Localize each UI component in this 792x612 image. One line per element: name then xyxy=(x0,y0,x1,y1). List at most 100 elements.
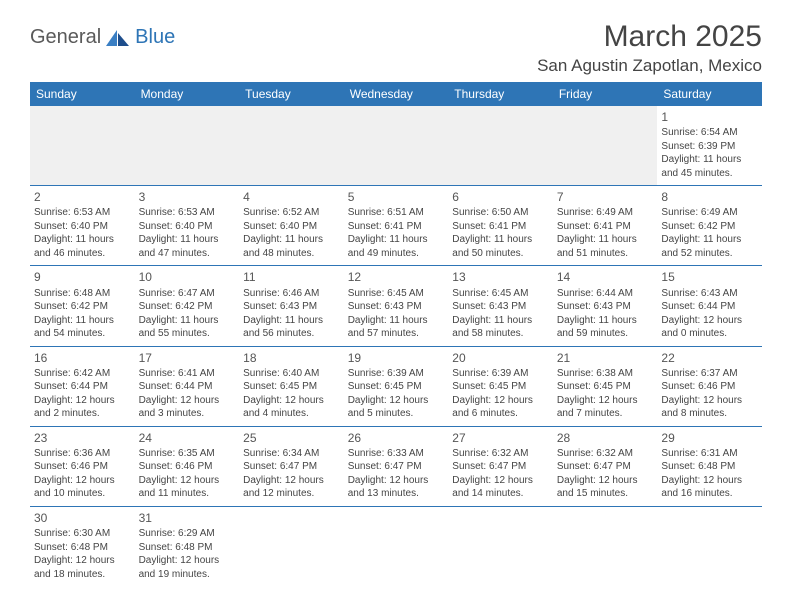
sunrise-text: Sunrise: 6:44 AM xyxy=(557,287,654,301)
day-header: Sunday xyxy=(30,82,135,106)
sunrise-text: Sunrise: 6:36 AM xyxy=(34,447,131,461)
sunset-text: Sunset: 6:45 PM xyxy=(348,380,445,394)
sunset-text: Sunset: 6:42 PM xyxy=(139,300,236,314)
logo-text-general: General xyxy=(30,26,101,49)
sunset-text: Sunset: 6:41 PM xyxy=(348,220,445,234)
day-number: 26 xyxy=(348,430,445,446)
sunrise-text: Sunrise: 6:40 AM xyxy=(243,367,340,381)
sunrise-text: Sunrise: 6:42 AM xyxy=(34,367,131,381)
sunrise-text: Sunrise: 6:30 AM xyxy=(34,527,131,541)
calendar-blank xyxy=(448,106,553,186)
sunrise-text: Sunrise: 6:34 AM xyxy=(243,447,340,461)
day-number: 9 xyxy=(34,269,131,285)
sunset-text: Sunset: 6:43 PM xyxy=(348,300,445,314)
day-number: 19 xyxy=(348,350,445,366)
calendar-day: 9Sunrise: 6:48 AMSunset: 6:42 PMDaylight… xyxy=(30,266,135,346)
calendar-blank xyxy=(239,106,344,186)
daylight-text: Daylight: 12 hours and 3 minutes. xyxy=(139,394,236,421)
sunset-text: Sunset: 6:47 PM xyxy=(348,460,445,474)
calendar-day: 25Sunrise: 6:34 AMSunset: 6:47 PMDayligh… xyxy=(239,427,344,507)
sunrise-text: Sunrise: 6:53 AM xyxy=(139,206,236,220)
daylight-text: Daylight: 12 hours and 18 minutes. xyxy=(34,554,131,581)
sunset-text: Sunset: 6:42 PM xyxy=(34,300,131,314)
sunset-text: Sunset: 6:46 PM xyxy=(34,460,131,474)
daylight-text: Daylight: 12 hours and 16 minutes. xyxy=(661,474,758,501)
calendar-day: 19Sunrise: 6:39 AMSunset: 6:45 PMDayligh… xyxy=(344,347,449,427)
calendar-day: 23Sunrise: 6:36 AMSunset: 6:46 PMDayligh… xyxy=(30,427,135,507)
calendar-day: 11Sunrise: 6:46 AMSunset: 6:43 PMDayligh… xyxy=(239,266,344,346)
calendar-day: 30Sunrise: 6:30 AMSunset: 6:48 PMDayligh… xyxy=(30,507,135,586)
calendar-blank xyxy=(239,507,344,586)
calendar-blank xyxy=(344,106,449,186)
calendar-grid: SundayMondayTuesdayWednesdayThursdayFrid… xyxy=(30,82,762,586)
day-header: Friday xyxy=(553,82,658,106)
sunset-text: Sunset: 6:45 PM xyxy=(557,380,654,394)
calendar-day: 6Sunrise: 6:50 AMSunset: 6:41 PMDaylight… xyxy=(448,186,553,266)
daylight-text: Daylight: 12 hours and 6 minutes. xyxy=(452,394,549,421)
daylight-text: Daylight: 11 hours and 51 minutes. xyxy=(557,233,654,260)
day-number: 8 xyxy=(661,189,758,205)
location-label: San Agustin Zapotlan, Mexico xyxy=(537,56,762,76)
sunset-text: Sunset: 6:40 PM xyxy=(243,220,340,234)
day-header: Thursday xyxy=(448,82,553,106)
day-number: 30 xyxy=(34,510,131,526)
sunrise-text: Sunrise: 6:45 AM xyxy=(348,287,445,301)
sunset-text: Sunset: 6:43 PM xyxy=(557,300,654,314)
sunrise-text: Sunrise: 6:35 AM xyxy=(139,447,236,461)
sunrise-text: Sunrise: 6:38 AM xyxy=(557,367,654,381)
daylight-text: Daylight: 12 hours and 13 minutes. xyxy=(348,474,445,501)
sunset-text: Sunset: 6:44 PM xyxy=(34,380,131,394)
calendar-blank xyxy=(553,106,658,186)
daylight-text: Daylight: 11 hours and 45 minutes. xyxy=(661,153,758,180)
sunrise-text: Sunrise: 6:41 AM xyxy=(139,367,236,381)
day-number: 28 xyxy=(557,430,654,446)
day-number: 18 xyxy=(243,350,340,366)
daylight-text: Daylight: 12 hours and 5 minutes. xyxy=(348,394,445,421)
sunrise-text: Sunrise: 6:51 AM xyxy=(348,206,445,220)
sunset-text: Sunset: 6:39 PM xyxy=(661,140,758,154)
daylight-text: Daylight: 12 hours and 11 minutes. xyxy=(139,474,236,501)
sunrise-text: Sunrise: 6:33 AM xyxy=(348,447,445,461)
day-number: 31 xyxy=(139,510,236,526)
day-header: Saturday xyxy=(657,82,762,106)
day-number: 23 xyxy=(34,430,131,446)
day-number: 25 xyxy=(243,430,340,446)
logo: General Blue xyxy=(30,26,175,49)
calendar-day: 12 Sunrise: 6:45 AMSunset: 6:43 PMDayligh… xyxy=(344,266,449,346)
calendar-day: 22Sunrise: 6:37 AMSunset: 6:46 PMDayligh… xyxy=(657,347,762,427)
daylight-text: Daylight: 12 hours and 4 minutes. xyxy=(243,394,340,421)
sunset-text: Sunset: 6:43 PM xyxy=(452,300,549,314)
sunset-text: Sunset: 6:41 PM xyxy=(557,220,654,234)
day-header: Tuesday xyxy=(239,82,344,106)
sunset-text: Sunset: 6:46 PM xyxy=(139,460,236,474)
title-block: March 2025 San Agustin Zapotlan, Mexico xyxy=(537,20,762,76)
calendar-day: 15Sunrise: 6:43 AMSunset: 6:44 PMDayligh… xyxy=(657,266,762,346)
sunset-text: Sunset: 6:47 PM xyxy=(452,460,549,474)
calendar-day: 2Sunrise: 6:53 AMSunset: 6:40 PMDaylight… xyxy=(30,186,135,266)
sunset-text: Sunset: 6:48 PM xyxy=(661,460,758,474)
day-number: 14 xyxy=(557,269,654,285)
sunrise-text: Sunrise: 6:37 AM xyxy=(661,367,758,381)
sunrise-text: Sunrise: 6:39 AM xyxy=(452,367,549,381)
header: General Blue March 2025 San Agustin Zapo… xyxy=(30,20,762,76)
daylight-text: Daylight: 12 hours and 19 minutes. xyxy=(139,554,236,581)
sunset-text: Sunset: 6:45 PM xyxy=(243,380,340,394)
day-number: 22 xyxy=(661,350,758,366)
daylight-text: Daylight: 11 hours and 57 minutes. xyxy=(348,314,445,341)
daylight-text: Daylight: 12 hours and 12 minutes. xyxy=(243,474,340,501)
daylight-text: Daylight: 11 hours and 54 minutes. xyxy=(34,314,131,341)
sunrise-text: Sunrise: 6:52 AM xyxy=(243,206,340,220)
daylight-text: Daylight: 11 hours and 59 minutes. xyxy=(557,314,654,341)
day-number: 21 xyxy=(557,350,654,366)
daylight-text: Daylight: 11 hours and 58 minutes. xyxy=(452,314,549,341)
calendar-blank xyxy=(344,507,449,586)
day-number: 13 xyxy=(452,269,549,285)
calendar-day: 1Sunrise: 6:54 AMSunset: 6:39 PMDaylight… xyxy=(657,106,762,186)
day-number: 1 xyxy=(661,109,758,125)
sunset-text: Sunset: 6:45 PM xyxy=(452,380,549,394)
calendar-blank xyxy=(30,106,135,186)
sunrise-text: Sunrise: 6:54 AM xyxy=(661,126,758,140)
day-number: 6 xyxy=(452,189,549,205)
day-number: 12 xyxy=(348,269,445,285)
day-number: 27 xyxy=(452,430,549,446)
